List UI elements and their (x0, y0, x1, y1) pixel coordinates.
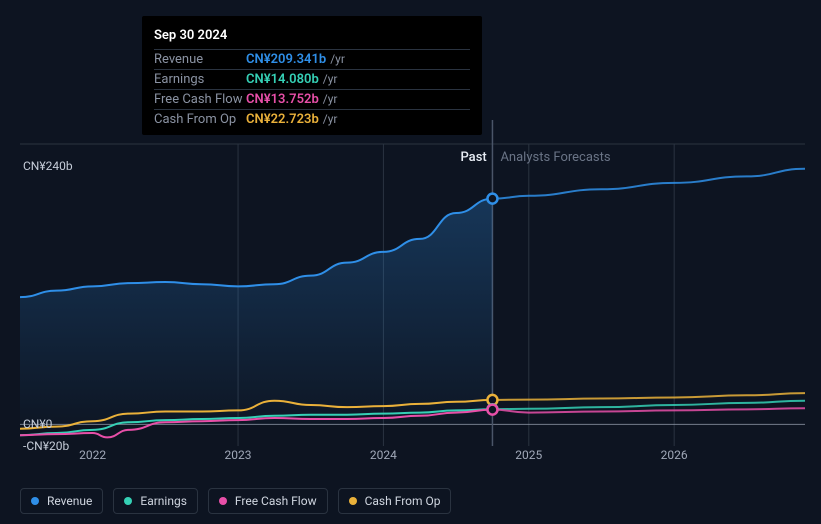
x-axis-label: 2024 (370, 448, 397, 462)
y-axis-label: CN¥240b (23, 159, 73, 173)
tooltip-row-label: Earnings (154, 72, 246, 87)
tooltip-row-label: Cash From Op (154, 112, 246, 127)
legend-item[interactable]: Earnings (113, 488, 198, 514)
forecast-label: Analysts Forecasts (500, 150, 610, 165)
legend-label: Earnings (140, 494, 187, 508)
tooltip-row-value: CN¥14.080b (246, 72, 319, 87)
legend-item[interactable]: Revenue (20, 488, 103, 514)
legend-dot-icon (219, 497, 227, 505)
past-label: Past (460, 150, 486, 165)
legend-dot-icon (349, 497, 357, 505)
tooltip-title: Sep 30 2024 (154, 24, 470, 49)
tooltip-row-unit: /yr (330, 52, 345, 66)
legend-item[interactable]: Cash From Op (338, 488, 452, 514)
legend-dot-icon (124, 497, 132, 505)
x-axis-labels: 2022 2023 2024 2025 2026 (20, 448, 805, 466)
legend: Revenue Earnings Free Cash Flow Cash From O… (20, 488, 451, 514)
tooltip-row: EarningsCN¥14.080b/yr (154, 69, 470, 89)
tooltip-row: Free Cash FlowCN¥13.752b/yr (154, 89, 470, 109)
legend-item[interactable]: Free Cash Flow (208, 488, 328, 514)
y-axis-label: CN¥0 (23, 417, 52, 431)
tooltip-row-label: Free Cash Flow (154, 92, 246, 107)
legend-label: Free Cash Flow (235, 494, 317, 508)
tooltip-row-unit: /yr (323, 112, 338, 126)
tooltip-row-unit: /yr (323, 92, 338, 106)
chart-svg (20, 120, 805, 476)
chart-area (20, 120, 805, 476)
legend-dot-icon (31, 497, 39, 505)
chart-tooltip: Sep 30 2024 RevenueCN¥209.341b/yrEarning… (142, 16, 482, 135)
tooltip-row: RevenueCN¥209.341b/yr (154, 49, 470, 69)
tooltip-row-unit: /yr (323, 72, 338, 86)
x-axis-label: 2023 (225, 448, 252, 462)
tooltip-row-value: CN¥13.752b (246, 92, 319, 107)
legend-label: Revenue (47, 494, 92, 508)
tooltip-row-label: Revenue (154, 52, 246, 67)
legend-label: Cash From Op (365, 494, 441, 508)
tooltip-row-value: CN¥22.723b (246, 112, 319, 127)
tooltip-row: Cash From OpCN¥22.723b/yr (154, 109, 470, 129)
x-axis-label: 2025 (515, 448, 542, 462)
x-axis-label: 2026 (661, 448, 688, 462)
tooltip-row-value: CN¥209.341b (246, 52, 326, 67)
y-axis-label: -CN¥20b (23, 439, 69, 453)
x-axis-label: 2022 (79, 448, 106, 462)
